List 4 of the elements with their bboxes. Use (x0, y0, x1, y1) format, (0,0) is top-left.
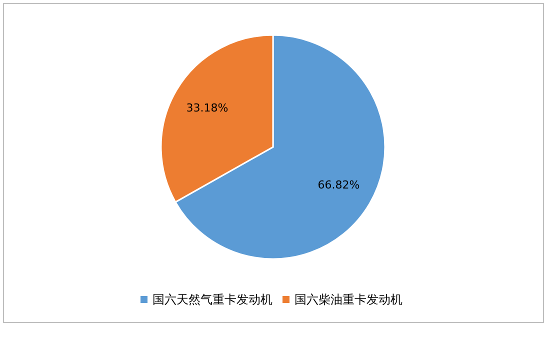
legend-label: 国六柴油重卡发动机 (294, 292, 402, 306)
data-label: 66.82% (318, 178, 360, 192)
data-label: 33.18% (186, 102, 228, 115)
legend-label: 国六天然气重卡发动机 (152, 292, 272, 306)
